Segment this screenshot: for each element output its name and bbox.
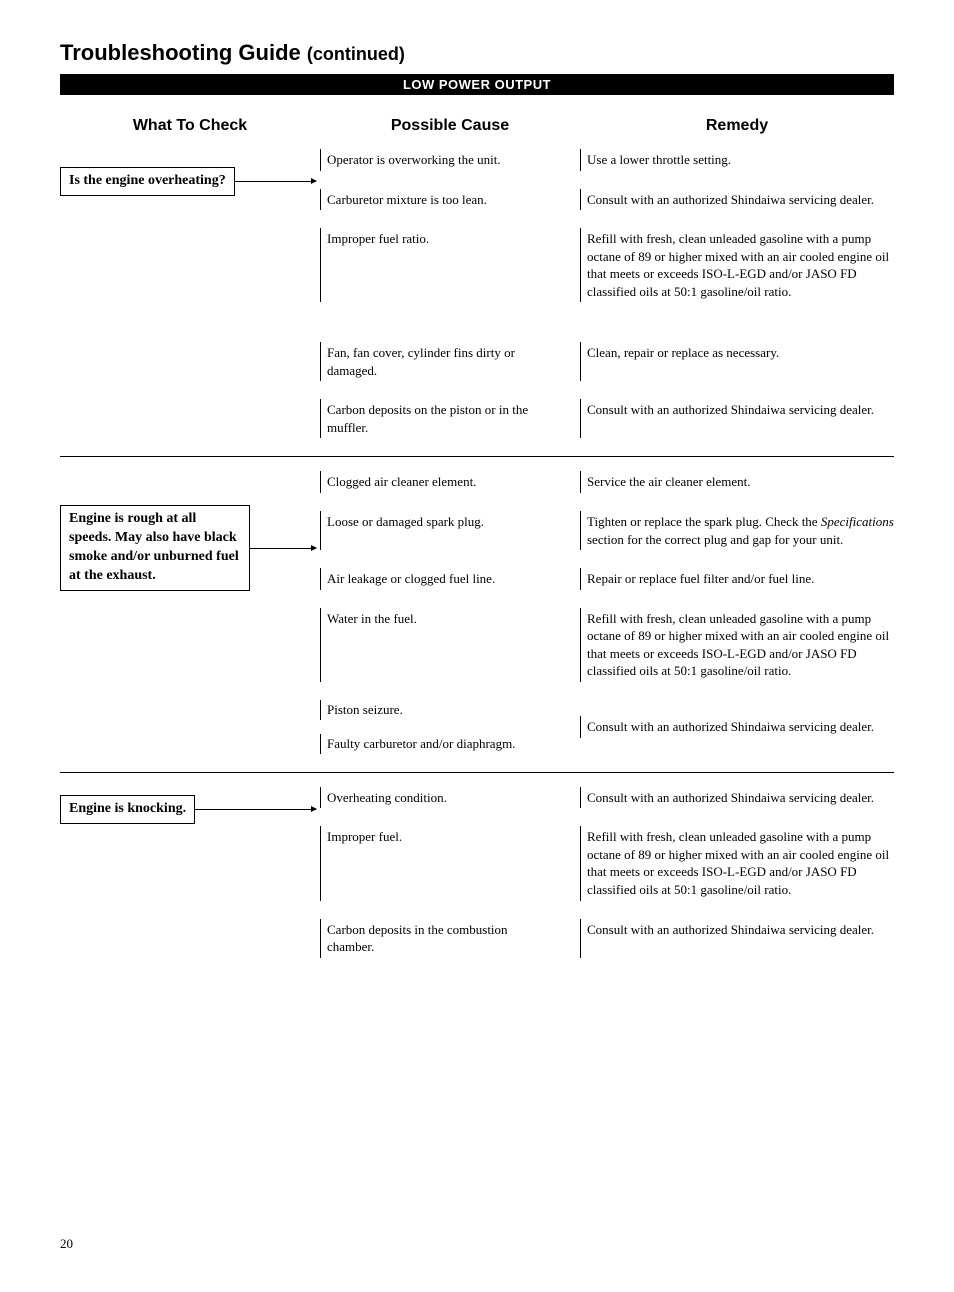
remedy-cell: Refill with fresh, clean unleaded gasoli… xyxy=(580,608,894,682)
table-row: Improper fuel ratio. Refill with fresh, … xyxy=(320,228,894,302)
table-row: Loose or damaged spark plug. Tighten or … xyxy=(320,511,894,550)
cause-cell: Fan, fan cover, cylinder fins dirty or d… xyxy=(320,342,580,381)
title-continued: (continued) xyxy=(307,44,405,64)
table-row: Piston seizure. Faulty carburetor and/or… xyxy=(320,700,894,754)
section-rough: Engine is rough at all speeds. May also … xyxy=(60,471,894,772)
remedy-cell: Repair or replace fuel filter and/or fue… xyxy=(580,568,894,590)
remedy-cell: Consult with an authorized Shindaiwa ser… xyxy=(580,919,894,958)
remedy-cell: Consult with an authorized Shindaiwa ser… xyxy=(580,189,894,211)
arrow-icon xyxy=(250,548,316,549)
cause-cell: Clogged air cleaner element. xyxy=(320,471,580,493)
table-row: Air leakage or clogged fuel line. Repair… xyxy=(320,568,894,590)
cause-cell: Improper fuel ratio. xyxy=(320,228,580,302)
table-row: Improper fuel. Refill with fresh, clean … xyxy=(320,826,894,900)
table-row: Carburetor mixture is too lean. Consult … xyxy=(320,189,894,211)
title-main: Troubleshooting Guide xyxy=(60,40,301,65)
remedy-cell: Service the air cleaner element. xyxy=(580,471,894,493)
cause-cell: Faulty carburetor and/or diaphragm. xyxy=(320,734,550,754)
arrow-icon xyxy=(195,809,316,810)
cause-cell: Operator is overworking the unit. xyxy=(320,149,580,171)
column-headers: What To Check Possible Cause Remedy xyxy=(60,117,894,135)
remedy-cell: Consult with an authorized Shindaiwa ser… xyxy=(580,787,894,809)
cause-cell: Carburetor mixture is too lean. xyxy=(320,189,580,211)
remedy-cell: Refill with fresh, clean unleaded gasoli… xyxy=(580,826,894,900)
header-check: What To Check xyxy=(60,117,320,135)
table-row: Fan, fan cover, cylinder fins dirty or d… xyxy=(320,342,894,381)
cause-cell: Carbon deposits on the piston or in the … xyxy=(320,399,580,438)
section-bar: LOW POWER OUTPUT xyxy=(60,74,894,95)
header-cause: Possible Cause xyxy=(320,117,580,135)
cause-cell: Carbon deposits in the combustion chambe… xyxy=(320,919,580,958)
remedy-cell: Use a lower throttle setting. xyxy=(580,149,894,171)
arrow-icon xyxy=(235,181,316,182)
table-row: Carbon deposits in the combustion chambe… xyxy=(320,919,894,958)
remedy-cell: Tighten or replace the spark plug. Check… xyxy=(580,511,894,550)
section-knocking: Engine is knocking. Overheating conditio… xyxy=(60,787,894,976)
table-row: Operator is overworking the unit. Use a … xyxy=(320,149,894,171)
remedy-cell: Consult with an authorized Shindaiwa ser… xyxy=(580,399,894,438)
table-row: Overheating condition. Consult with an a… xyxy=(320,787,894,809)
table-row: Carbon deposits on the piston or in the … xyxy=(320,399,894,438)
check-box-rough: Engine is rough at all speeds. May also … xyxy=(60,505,250,591)
table-row: Clogged air cleaner element. Service the… xyxy=(320,471,894,493)
cause-cell: Improper fuel. xyxy=(320,826,580,900)
cause-cell: Overheating condition. xyxy=(320,787,580,809)
cause-cell: Air leakage or clogged fuel line. xyxy=(320,568,580,590)
cause-cell: Water in the fuel. xyxy=(320,608,580,682)
header-remedy: Remedy xyxy=(580,117,894,135)
page-title: Troubleshooting Guide (continued) xyxy=(60,40,894,66)
page-number: 20 xyxy=(60,1236,894,1252)
cause-cell: Loose or damaged spark plug. xyxy=(320,511,580,550)
check-box-knocking: Engine is knocking. xyxy=(60,795,195,824)
section-overheating: Is the engine overheating? Operator is o… xyxy=(60,149,894,457)
check-box-overheating: Is the engine overheating? xyxy=(60,167,235,196)
remedy-cell: Consult with an authorized Shindaiwa ser… xyxy=(580,716,894,738)
table-row: Water in the fuel. Refill with fresh, cl… xyxy=(320,608,894,682)
cause-cell: Piston seizure. xyxy=(320,700,550,720)
remedy-cell: Refill with fresh, clean unleaded gasoli… xyxy=(580,228,894,302)
remedy-cell: Clean, repair or replace as necessary. xyxy=(580,342,894,381)
